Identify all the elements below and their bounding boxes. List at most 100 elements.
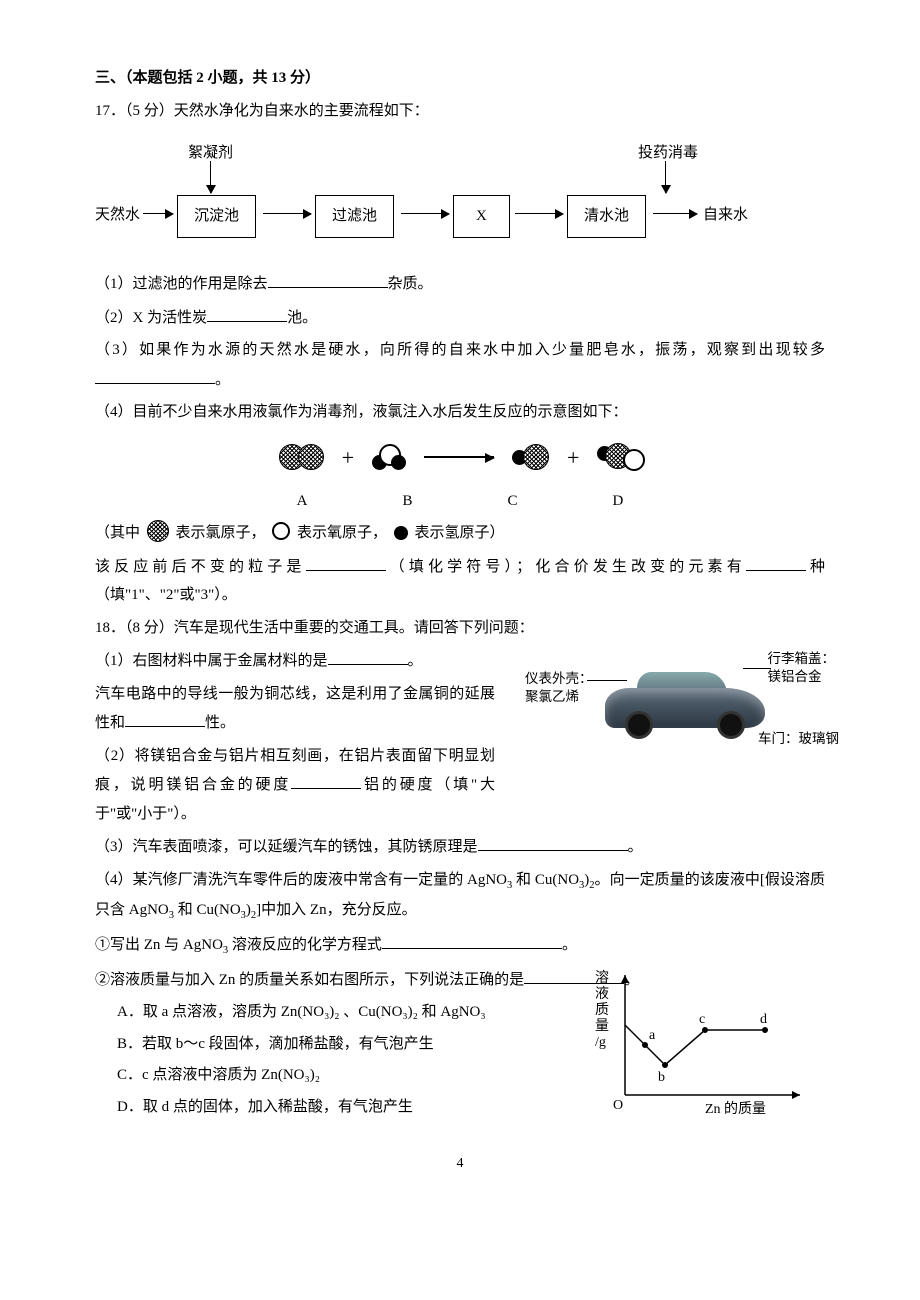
q17-stem: 17．（5 分）天然水净化为自来水的主要流程如下： [95, 97, 825, 126]
text: 。 [408, 653, 423, 669]
q18-options-block: ②溶液质量与加入 Zn 的质量关系如右图所示，下列说法正确的是。 溶液质量/g … [95, 965, 825, 1122]
text: 和 Cu(NO [174, 902, 241, 918]
mol-B [372, 444, 406, 470]
graph-ylabel: 溶液质量/g [595, 971, 609, 1051]
arrow-icon [515, 213, 563, 214]
mol-label-D: D [613, 487, 624, 516]
flow-box-3: X [453, 195, 510, 238]
text: （2）X 为活性炭 [95, 310, 207, 326]
text: （填化学符号）；化合价发生改变的元素有 [386, 559, 746, 575]
flow-box-2: 过滤池 [315, 195, 394, 238]
flow-out: 自来水 [703, 201, 748, 230]
text: （3）汽车表面喷漆，可以延缓汽车的锈蚀，其防锈原理是 [95, 839, 478, 855]
graph-origin: O [613, 1093, 623, 1120]
plus-icon: + [342, 437, 354, 479]
text: （1）右图材料中属于金属材料的是 [95, 653, 328, 669]
q18-4: （4）某汽修厂清洗汽车零件后的废液中常含有一定量的 AgNO3 和 Cu(NO3… [95, 866, 825, 926]
blank[interactable] [125, 708, 205, 727]
flow-box-4: 清水池 [567, 195, 646, 238]
flow-top2: 投药消毒 [638, 139, 698, 168]
text: 表示氢原子） [415, 525, 505, 541]
blank[interactable] [268, 269, 388, 288]
q18-opt-C: C．c 点溶液中溶质为 Zn(NO₃)₂ [117, 1061, 535, 1090]
blank[interactable] [382, 930, 562, 949]
h-atom-icon [394, 526, 408, 540]
section-header: 三、（本题包括 2 小题，共 13 分） [95, 64, 825, 93]
car-label-1: 仪表外壳：聚氯乙烯 [525, 670, 593, 705]
mol-label-C: C [508, 487, 518, 516]
blank[interactable] [478, 832, 628, 851]
arrow-icon [653, 213, 697, 214]
text: （3）如果作为水源的天然水是硬水，向所得的自来水中加入少量肥皂水，振荡，观察到出… [95, 342, 825, 358]
plus-icon: + [567, 437, 579, 479]
blank[interactable] [207, 303, 287, 322]
text: ]中加入 Zn，充分反应。 [256, 902, 416, 918]
q18-opt-B: B．若取 b～c 段固体，滴加稀盐酸，有气泡产生 [117, 1030, 535, 1059]
text: ②溶液质量与加入 Zn 的质量关系如右图所示，下列说法正确的是 [95, 972, 524, 988]
car-label-3: 车门：玻璃钢 [758, 730, 839, 748]
arrow-icon [143, 213, 173, 214]
q17-1: （1）过滤池的作用是除去 杂质。 [95, 269, 825, 299]
blank[interactable] [291, 770, 361, 789]
mol-A [279, 444, 324, 470]
q17-legend: （其中 表示氯原子， 表示氧原子， 表示氢原子） [95, 519, 825, 548]
q18-opt-D: D．取 d 点的固体，加入稀盐酸，有气泡产生 [117, 1093, 535, 1122]
cl-atom-icon [147, 520, 169, 542]
text: （1）过滤池的作用是除去 [95, 276, 268, 292]
text: 杂质。 [388, 276, 433, 292]
text: 。 [628, 839, 643, 855]
q18-stem: 18．（8 分）汽车是现代生活中重要的交通工具。请回答下列问题： [95, 614, 825, 643]
page-number: 4 [95, 1151, 825, 1178]
mol-D [597, 443, 641, 471]
arrow-icon [665, 161, 666, 193]
mol-label-A: A [297, 487, 308, 516]
blank[interactable] [95, 365, 215, 384]
q18-graph: 溶液质量/g a b c d O Zn 的质量 [595, 965, 815, 1125]
q18-1a: （1）右图材料中属于金属材料的是 。 [95, 646, 495, 676]
text: 。 [215, 372, 230, 388]
q17-5: 该反应前后不变的粒子是（填化学符号）；化合价发生改变的元素有种（填"1"、"2"… [95, 552, 825, 610]
q18-block: 仪表外壳：聚氯乙烯 行李箱盖：镁铝合金 车门：玻璃钢 （1）右图材料中属于金属材… [95, 646, 825, 828]
arrow-icon [401, 213, 449, 214]
molecule-diagram: + + A B C D [95, 437, 825, 516]
q18-2: （2）将镁铝合金与铝片相互刻画，在铝片表面留下明显划痕，说明镁铝合金的硬度铝的硬… [95, 742, 495, 829]
mol-C [512, 444, 549, 470]
blank[interactable] [328, 646, 408, 665]
arrow-icon [424, 456, 494, 458]
q17-flowchart: 天然水 絮凝剂 沉淀池 过滤池 X 投药消毒 清水池 自来水 [95, 133, 825, 263]
graph-pt-c: c [699, 1007, 705, 1034]
text: 溶液反应的化学方程式 [232, 937, 382, 953]
text: 性。 [205, 715, 235, 731]
text: （其中 [95, 525, 140, 541]
flow-box-1: 沉淀池 [177, 195, 256, 238]
blank[interactable] [746, 552, 806, 571]
car-label-2: 行李箱盖：镁铝合金 [768, 650, 836, 685]
graph-xlabel: Zn 的质量 [705, 1097, 766, 1124]
car-figure: 仪表外壳：聚氯乙烯 行李箱盖：镁铝合金 车门：玻璃钢 [525, 648, 835, 768]
text: 该反应前后不变的粒子是 [95, 559, 306, 575]
o-atom-icon [272, 522, 290, 540]
blank[interactable] [306, 552, 386, 571]
text: （4）某汽修厂清洗汽车零件后的废液中常含有一定量的 AgNO [95, 872, 507, 888]
mol-label-B: B [402, 487, 412, 516]
text: 。 [562, 937, 577, 953]
text: 表示氧原子， [297, 525, 387, 541]
text: 表示氯原子， [176, 525, 266, 541]
q18-3: （3）汽车表面喷漆，可以延缓汽车的锈蚀，其防锈原理是 。 [95, 832, 825, 862]
q17-2: （2）X 为活性炭 池。 [95, 303, 825, 333]
text: 和 Cu(NO [516, 872, 579, 888]
q17-4: （4）目前不少自来水用液氯作为消毒剂，液氯注入水后发生反应的示意图如下： [95, 398, 825, 427]
text: 池。 [287, 310, 317, 326]
q18-1b: 汽车电路中的导线一般为铜芯线，这是利用了金属铜的延展性和性。 [95, 680, 495, 738]
flow-in: 天然水 [95, 201, 140, 230]
q18-opt-A: A．取 a 点溶液，溶质为 Zn(NO₃)₂ 、Cu(NO₃)₂ 和 AgNO₃ [117, 998, 535, 1027]
arrow-icon [210, 161, 211, 193]
arrow-icon [263, 213, 311, 214]
q17-3: （3）如果作为水源的天然水是硬水，向所得的自来水中加入少量肥皂水，振荡，观察到出… [95, 336, 825, 394]
text: ①写出 Zn 与 AgNO [95, 937, 223, 953]
car-icon [605, 670, 765, 735]
graph-pt-b: b [658, 1065, 665, 1092]
q18-5: ①写出 Zn 与 AgNO3 溶液反应的化学方程式。 [95, 930, 825, 961]
graph-pt-d: d [760, 1007, 767, 1034]
graph-pt-a: a [649, 1023, 655, 1050]
